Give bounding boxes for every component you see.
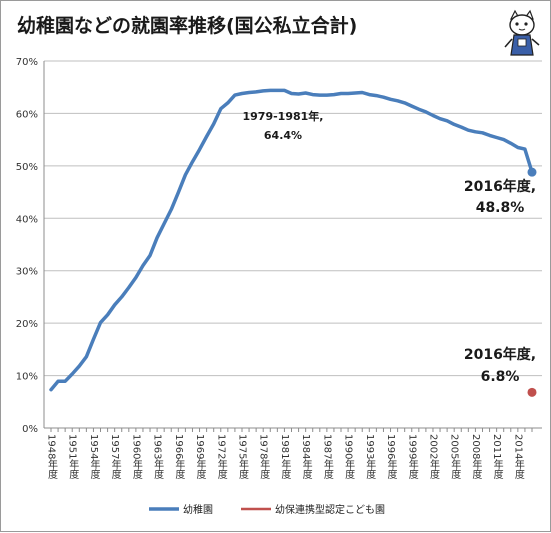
- x-tick-label: 1990年度: [343, 434, 355, 480]
- y-tick-labels: 0% 10% 20% 30% 40% 50% 60% 70%: [16, 57, 38, 435]
- axes: [43, 61, 542, 432]
- x-tick-label: 1984年度: [300, 434, 312, 480]
- x-tick-label: 1999年度: [406, 434, 418, 480]
- series-layer: [49, 88, 537, 397]
- x-tick-label: 1954年度: [88, 434, 100, 480]
- y-tick-label: 50%: [16, 162, 38, 173]
- x-tick-label: 1960年度: [130, 434, 142, 480]
- y-tick-label: 60%: [16, 109, 38, 120]
- chart-title: 幼稚園などの就園率推移(国公私立合計): [17, 14, 357, 37]
- y-tick-label: 30%: [16, 267, 38, 278]
- x-tick-labels: 1948年度 1951年度 1954年度 1957年度 1960年度 1963年度 1966…: [46, 434, 525, 480]
- x-tick-label: 1987年度: [321, 434, 333, 480]
- annotation-value: 64.4%: [264, 129, 302, 142]
- legend-label-kodomoen: 幼保連携型認定こども園: [275, 503, 385, 516]
- point-certified-kodomoen: [527, 387, 537, 397]
- x-tick-label: 1996年度: [385, 434, 397, 480]
- legend: 幼稚園 幼保連携型認定こども園: [149, 503, 385, 516]
- annotation-value: 6.8%: [481, 369, 520, 385]
- y-tick-label: 20%: [16, 319, 38, 330]
- series-line-kindergarten: [49, 88, 534, 392]
- x-tick-label: 1978年度: [258, 434, 270, 480]
- legend-label-kindergarten: 幼稚園: [183, 503, 213, 516]
- x-tick-label: 1975年度: [236, 434, 248, 480]
- y-tick-label: 0%: [22, 424, 38, 435]
- x-tick-label: 1993年度: [364, 434, 376, 480]
- annotation-value: 48.8%: [476, 200, 525, 216]
- x-tick-label: 1972年度: [215, 434, 227, 480]
- y-tick-label: 70%: [16, 57, 38, 68]
- annotation-label: 2016年度,: [464, 346, 536, 363]
- x-tick-label: 1981年度: [279, 434, 291, 480]
- x-tick-label: 2005年度: [449, 434, 461, 480]
- x-tick-label: 2011年度: [491, 434, 503, 480]
- annotation-label: 2016年度,: [464, 178, 536, 195]
- x-tick-label: 1969年度: [194, 434, 206, 480]
- x-tick-label: 1963年度: [152, 434, 164, 480]
- x-tick-label: 1966年度: [173, 434, 185, 480]
- annotations: 1979-1981年, 64.4% 2016年度, 48.8% 2016年度, 6.8%: [243, 109, 537, 385]
- cat-mascot-icon: [504, 9, 540, 56]
- gridlines: [44, 60, 542, 377]
- annotation-label: 1979-1981年,: [243, 109, 324, 123]
- y-tick-label: 40%: [16, 214, 38, 225]
- x-tick-label: 2002年度: [427, 434, 439, 480]
- x-tick-label: 2008年度: [470, 434, 482, 480]
- x-tick-label: 1957年度: [109, 434, 121, 480]
- y-tick-label: 10%: [16, 372, 38, 383]
- x-tick-label: 2014年度: [512, 434, 524, 480]
- x-tick-label: 1951年度: [67, 434, 79, 480]
- x-tick-label: 1948年度: [46, 434, 58, 480]
- endpoint-marker-kindergarten: [527, 167, 537, 177]
